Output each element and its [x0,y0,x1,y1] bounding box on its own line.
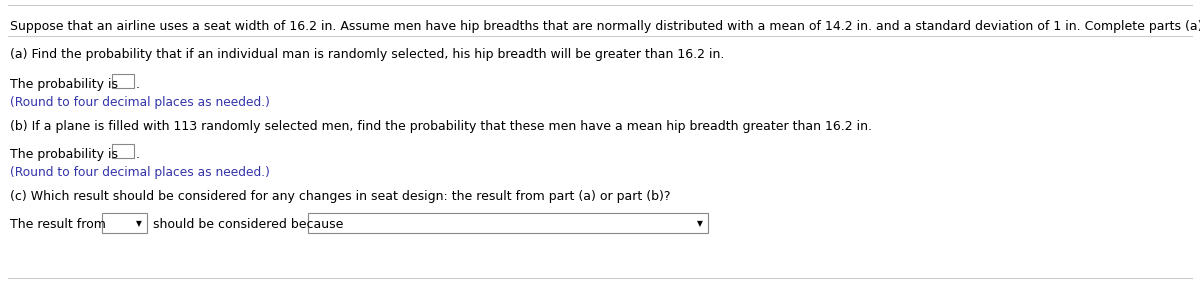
Text: The probability is: The probability is [10,78,122,91]
Text: ▼: ▼ [136,220,142,228]
FancyBboxPatch shape [112,144,134,158]
FancyBboxPatch shape [308,213,708,233]
Text: Suppose that an airline uses a seat width of 16.2 in. Assume men have hip breadt: Suppose that an airline uses a seat widt… [10,20,1200,33]
Text: (Round to four decimal places as needed.): (Round to four decimal places as needed.… [10,96,270,109]
Text: (c) Which result should be considered for any changes in seat design: the result: (c) Which result should be considered fo… [10,190,671,203]
Text: (Round to four decimal places as needed.): (Round to four decimal places as needed.… [10,166,270,179]
Text: The result from: The result from [10,218,106,231]
Text: The probability is: The probability is [10,148,122,161]
FancyBboxPatch shape [102,213,148,233]
FancyBboxPatch shape [112,74,134,88]
Text: .: . [136,78,140,91]
Text: should be considered because: should be considered because [154,218,343,231]
Text: .: . [136,148,140,161]
Text: (a) Find the probability that if an individual man is randomly selected, his hip: (a) Find the probability that if an indi… [10,48,725,61]
Text: ▼: ▼ [697,220,703,228]
Text: (b) If a plane is filled with 113 randomly selected men, find the probability th: (b) If a plane is filled with 113 random… [10,120,872,133]
